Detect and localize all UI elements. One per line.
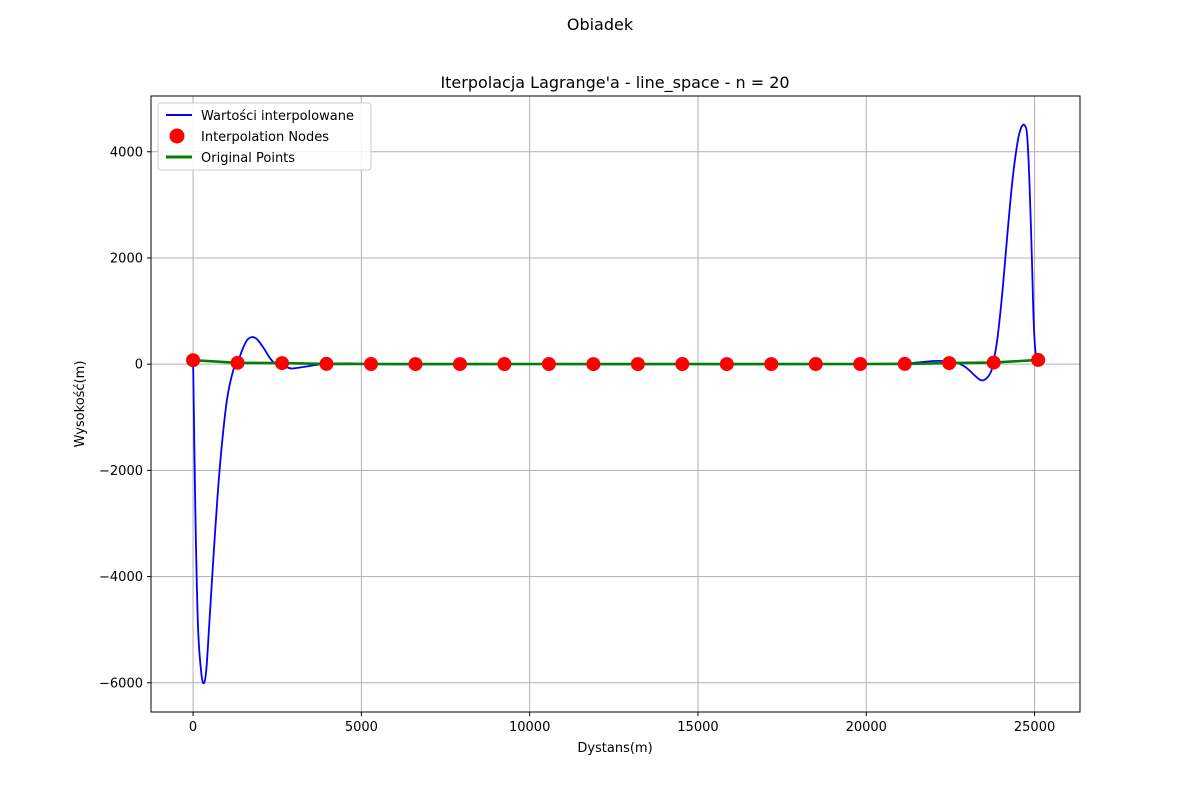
interpolation-node-point: [675, 357, 690, 372]
chart-title: Iterpolacja Lagrange'a - line_space - n …: [440, 73, 789, 93]
interpolation-node-point: [986, 355, 1001, 370]
y-axis-label: Wysokość(m): [73, 361, 88, 448]
interpolation-node-point: [408, 357, 423, 372]
interpolation-node-point: [808, 357, 823, 372]
interpolation-node-point: [853, 357, 868, 372]
legend-box: [157, 102, 372, 171]
interpolation-node-point: [942, 356, 957, 371]
interpolation-node-point: [452, 357, 467, 372]
interpolation-node-point: [630, 357, 645, 372]
x-tick-label: 0: [189, 720, 197, 735]
y-tick-label: 2000: [110, 251, 143, 266]
y-axis: −6000 −4000 −2000 0 2000 4000: [99, 145, 151, 691]
interpolation-node-point: [319, 356, 334, 371]
x-tick-label: 15000: [677, 720, 718, 735]
interpolation-node-point: [586, 357, 601, 372]
x-tick-label: 25000: [1014, 720, 1055, 735]
interpolation-node-point: [541, 357, 556, 372]
y-tick-label: 4000: [110, 145, 143, 160]
interpolation-node-point: [275, 356, 290, 371]
x-axis: 0 5000 10000 15000 20000 25000: [189, 712, 1055, 735]
plot-area: [151, 96, 1080, 712]
interpolation-node-point: [363, 357, 378, 372]
legend-nodes-swatch: [169, 128, 185, 144]
interpolation-node-point: [230, 355, 245, 370]
y-tick-label: −2000: [99, 464, 143, 479]
interpolation-node-point: [764, 357, 779, 372]
plot-frame: [150, 95, 1081, 713]
legend-original-label: Original Points: [201, 151, 295, 166]
interpolation-node-point: [1031, 352, 1046, 367]
legend-nodes-label: Interpolation Nodes: [201, 130, 329, 145]
x-tick-label: 20000: [846, 720, 887, 735]
legend-interpolated-label: Wartości interpolowane: [201, 109, 354, 124]
x-tick-label: 5000: [345, 720, 378, 735]
x-tick-label: 10000: [509, 720, 550, 735]
interpolation-node-point: [186, 353, 201, 368]
interpolation-node-point: [497, 357, 512, 372]
plot-content: [186, 123, 1046, 685]
x-axis-label: Dystans(m): [577, 741, 652, 756]
y-tick-label: −4000: [99, 570, 143, 585]
series-original-line: [192, 358, 1039, 366]
interpolation-node-point: [897, 356, 912, 371]
y-tick-label: −6000: [99, 676, 143, 691]
figure-suptitle: Obiadek: [567, 15, 634, 34]
y-tick-label: 0: [135, 358, 143, 373]
legend: Wartości interpolowane Interpolation Nod…: [157, 102, 372, 171]
interpolation-node-point: [719, 357, 734, 372]
